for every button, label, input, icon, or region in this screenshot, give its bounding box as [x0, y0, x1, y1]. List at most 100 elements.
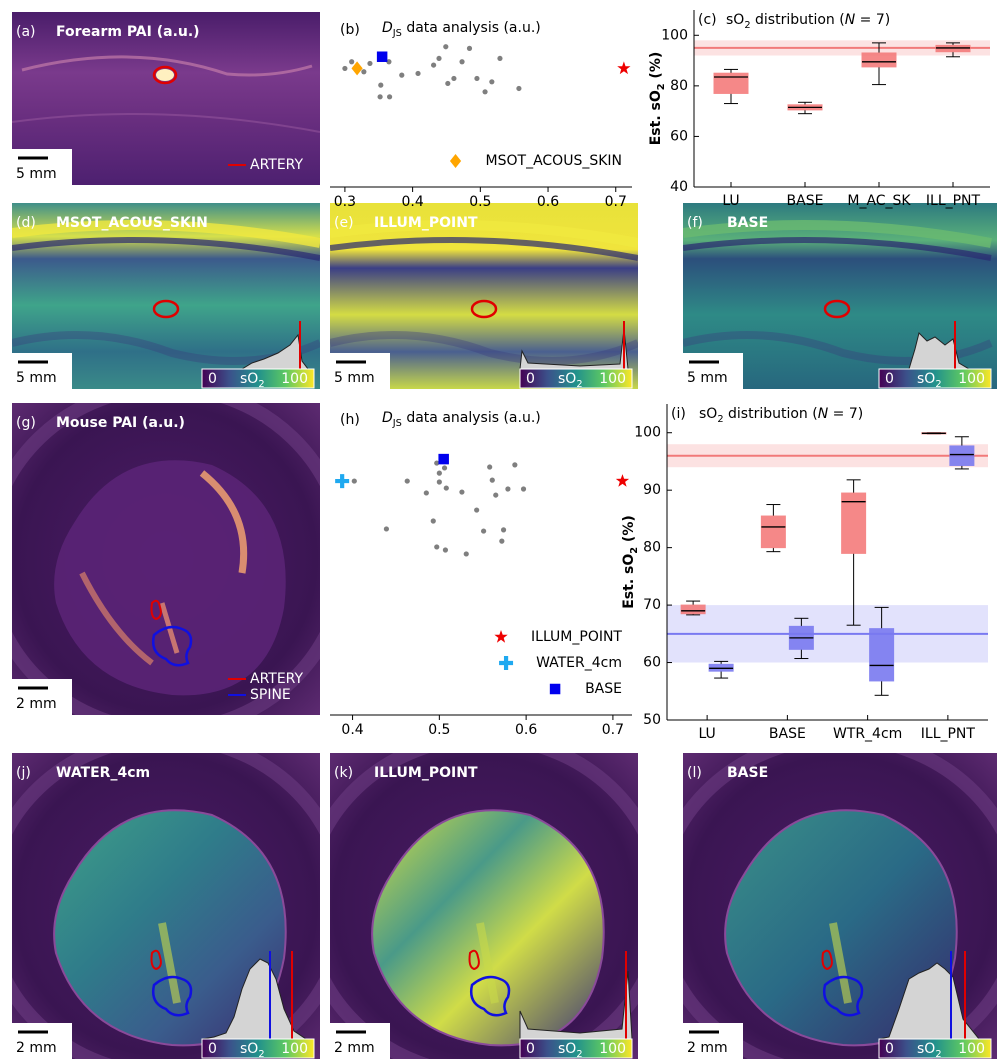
y-tick-label: 100: [661, 27, 688, 43]
y-tick-label: 60: [670, 128, 688, 144]
data-point: [512, 462, 517, 467]
scale-bar-label: 5 mm: [334, 370, 375, 386]
data-point: [481, 528, 486, 533]
scale-bar-label: 5 mm: [16, 370, 57, 386]
chart-title: sO2 distribution (N = 7): [699, 406, 863, 425]
scale-bar-label: 2 mm: [687, 1040, 728, 1056]
box: [761, 516, 785, 548]
scale-bar-label: 2 mm: [16, 1040, 57, 1056]
data-point: [378, 83, 383, 88]
y-axis-label-part: Est. sO: [621, 554, 637, 609]
data-point: [349, 59, 354, 64]
colorbar-label-part: sO: [917, 371, 935, 387]
y-tick-label: 50: [643, 712, 661, 728]
colorbar-tick-label: 100: [281, 371, 308, 387]
panel-title: Mouse PAI (a.u.): [56, 415, 185, 431]
data-point: [459, 489, 464, 494]
box: [681, 605, 705, 614]
x-tick-label: BASE: [787, 193, 824, 209]
marker-cross: [499, 656, 513, 670]
x-tick-label: 0.3: [334, 194, 356, 210]
colorbar-tick-label: 100: [958, 1041, 985, 1057]
chart-title-part: data analysis (a.u.): [402, 20, 541, 36]
colorbar-tick-label: 0: [885, 1041, 894, 1057]
scale-bar-label: 2 mm: [334, 1040, 375, 1056]
marker-star: [494, 630, 507, 643]
box: [870, 629, 894, 681]
data-point: [516, 86, 521, 91]
y-tick-label: 80: [670, 78, 688, 94]
data-point: [459, 59, 464, 64]
panel-title: Forearm PAI (a.u.): [56, 24, 200, 40]
y-axis-label-part: (%): [621, 515, 637, 547]
panel-label: (k): [334, 765, 353, 781]
x-tick-label: 0.7: [605, 194, 627, 210]
colorbar-label-part: sO: [240, 1041, 258, 1057]
x-tick-label: M_AC_SK: [847, 193, 911, 209]
figure: (a)Forearm PAI (a.u.)5 mmARTERY(d)MSOT_A…: [0, 0, 997, 1059]
panel-label: (d): [16, 215, 36, 231]
colorbar-tick-label: 0: [526, 1041, 535, 1057]
data-point: [378, 94, 383, 99]
box: [714, 73, 748, 93]
data-point: [387, 94, 392, 99]
x-tick-label: 0.5: [428, 722, 450, 738]
x-tick-label: ILL_PNT: [921, 726, 976, 742]
panel-title: ILLUM_POINT: [374, 215, 478, 231]
data-point: [415, 71, 420, 76]
colorbar-tick-label: 100: [281, 1041, 308, 1057]
colorbar-tick-label: 0: [208, 371, 217, 387]
scale-bar-label: 5 mm: [16, 166, 57, 182]
chart-title-part: sO: [726, 12, 744, 28]
panel-label: (l): [687, 765, 702, 781]
panel-label: (g): [16, 415, 36, 431]
panel-title: WATER_4cm: [56, 765, 150, 781]
panel-label: (j): [16, 765, 31, 781]
legend-label: ARTERY: [250, 157, 304, 173]
x-tick-label: LU: [698, 726, 715, 742]
data-point: [437, 479, 442, 484]
data-point: [436, 56, 441, 61]
colorbar-tick-label: 100: [599, 1041, 626, 1057]
marker-square: [438, 454, 449, 465]
chart-title-part: N: [845, 12, 856, 28]
y-axis-label-part: Est. sO: [648, 90, 664, 145]
box: [862, 53, 896, 67]
data-point: [443, 547, 448, 552]
panel-label: (f): [687, 215, 703, 231]
data-point: [442, 465, 447, 470]
data-point: [499, 539, 504, 544]
chart-title: DJS data analysis (a.u.): [382, 20, 541, 39]
marker-cross: [335, 474, 349, 488]
chart-title-part: = 7): [828, 406, 863, 422]
x-tick-label: 0.5: [469, 194, 491, 210]
image-panel: (g)Mouse PAI (a.u.)2 mmARTERYSPINE: [0, 387, 345, 730]
chart-title-part: sO: [699, 406, 717, 422]
chart-title-part: N: [818, 406, 829, 422]
data-point: [361, 69, 366, 74]
data-point: [424, 490, 429, 495]
legend-label: BASE: [585, 681, 622, 697]
x-tick-label: 0.6: [515, 722, 537, 738]
panel-label: (e): [334, 215, 354, 231]
scale-bar-label: 5 mm: [687, 370, 728, 386]
data-point: [464, 551, 469, 556]
colorbar-label-part: 2: [258, 379, 264, 390]
x-tick-label: 0.7: [602, 722, 624, 738]
colorbar-label-part: 2: [258, 1049, 264, 1059]
y-axis-label-part: 2: [629, 547, 640, 554]
legend-label: ARTERY: [250, 671, 304, 687]
data-point: [443, 44, 448, 49]
data-point: [467, 46, 472, 51]
data-point: [451, 76, 456, 81]
colorbar-label-part: 2: [576, 379, 582, 390]
marker-star: [616, 474, 629, 487]
data-point: [501, 527, 506, 532]
data-point: [431, 62, 436, 67]
panel-title: MSOT_ACOUS_SKIN: [56, 215, 208, 231]
data-point: [474, 507, 479, 512]
colorbar-tick-label: 0: [885, 371, 894, 387]
marker-square: [550, 684, 561, 695]
data-point: [505, 486, 510, 491]
